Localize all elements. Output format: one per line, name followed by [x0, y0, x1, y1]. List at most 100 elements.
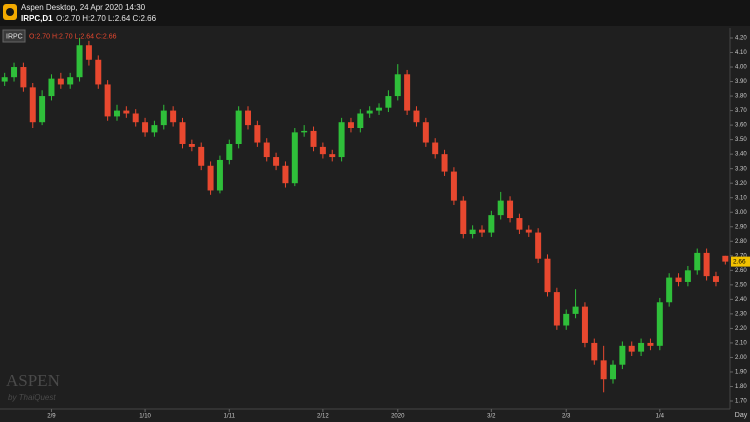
symbol-period: IRPC,D1	[21, 14, 53, 23]
candle-body	[76, 45, 83, 78]
y-tick-label: 3.60	[735, 123, 747, 129]
candle-body	[703, 252, 710, 277]
y-tick-label: 3.90	[735, 79, 747, 85]
candle-body	[48, 78, 55, 97]
candle-body	[610, 364, 617, 380]
candle-body	[376, 107, 383, 111]
candle-body	[198, 146, 205, 166]
x-tick-label: 3/2	[487, 414, 496, 420]
price-tag-label: 2.66	[733, 258, 746, 265]
candle-body	[422, 122, 429, 143]
candle-body	[675, 277, 682, 282]
candle-body	[263, 142, 270, 158]
y-tick-label: 4.20	[735, 36, 747, 42]
y-tick-label: 3.50	[735, 137, 747, 143]
y-tick-label: 1.80	[735, 384, 747, 390]
candle-body	[441, 154, 448, 172]
candle-body	[572, 306, 579, 314]
candle-body	[497, 200, 504, 216]
y-tick-label: 3.70	[735, 108, 747, 114]
candle-body	[619, 345, 626, 365]
candle-body	[39, 96, 46, 123]
candle-body	[712, 276, 719, 282]
candle-body	[216, 159, 223, 191]
candle-body	[694, 252, 701, 271]
candle-body	[245, 110, 252, 126]
candle-body	[291, 132, 298, 184]
price-tag	[731, 256, 750, 267]
candle-body	[85, 45, 92, 60]
y-tick-label: 3.80	[735, 94, 747, 100]
candle-body	[170, 110, 177, 123]
candle-body	[301, 130, 308, 133]
candle-body	[666, 277, 673, 303]
candle-body	[310, 130, 317, 147]
candle-body	[226, 143, 233, 160]
candle-body	[432, 142, 439, 155]
app-icon-dot	[6, 8, 14, 16]
y-tick-label: 3.30	[735, 166, 747, 172]
candle-body	[57, 78, 64, 85]
candle-body	[329, 154, 336, 158]
candle-body	[478, 229, 485, 233]
x-tick-label: 2/3	[562, 414, 571, 420]
chart-ohlc: O:2.70 H:2.70 L:2.64 C:2.66	[29, 33, 117, 40]
candle-body	[20, 67, 27, 88]
candle-body	[160, 110, 167, 126]
x-axis-label: Day	[735, 412, 748, 419]
candle-body	[581, 306, 588, 343]
candle-body	[722, 255, 729, 262]
candle-body	[553, 292, 560, 326]
candle-body	[11, 67, 18, 78]
y-tick-label: 3.00	[735, 210, 747, 216]
candle-body	[104, 84, 111, 117]
candle-body	[1, 77, 8, 82]
y-tick-label: 2.70	[735, 253, 747, 259]
candle-body	[684, 270, 691, 282]
candle-body	[188, 143, 195, 147]
y-tick-label: 2.80	[735, 239, 747, 245]
candle-body	[460, 200, 467, 235]
y-tick-label: 2.60	[735, 268, 747, 274]
candle-body	[647, 342, 654, 346]
candle-body	[488, 215, 495, 233]
x-tick-label: 2/12	[317, 414, 329, 420]
candle-body	[404, 74, 411, 111]
app-title: Aspen Desktop, 24 Apr 2020 14:30	[21, 3, 146, 12]
x-tick-label: 2/9	[47, 414, 56, 420]
y-tick-label: 2.10	[735, 341, 747, 347]
candle-body	[591, 342, 598, 361]
y-tick-label: 1.90	[735, 370, 747, 376]
title-bar	[0, 0, 750, 26]
candle-body	[347, 122, 354, 129]
x-tick-label: 1/11	[224, 414, 236, 420]
candle-body	[179, 122, 186, 144]
candle-body	[254, 125, 261, 143]
y-tick-label: 2.20	[735, 326, 747, 332]
y-tick-label: 3.40	[735, 152, 747, 158]
candle-body	[282, 165, 289, 184]
candle-body	[638, 342, 645, 352]
candle-body	[357, 113, 364, 129]
candle-body	[207, 165, 214, 191]
candle-body	[29, 87, 36, 123]
candle-body	[123, 110, 130, 114]
x-tick-label: 1/10	[139, 414, 151, 420]
candle-body	[366, 110, 373, 114]
candle-body	[600, 360, 607, 380]
x-tick-label: 1/4	[656, 414, 665, 420]
symbol-badge	[2, 29, 26, 43]
candle-body	[385, 96, 392, 108]
y-tick-label: 2.50	[735, 282, 747, 288]
candle-body	[450, 171, 457, 201]
candle-body	[95, 59, 102, 85]
candle-body	[563, 313, 570, 326]
candle-body	[469, 229, 476, 235]
candle-body	[235, 110, 242, 144]
watermark-sub: by ThaiQuest	[8, 393, 56, 402]
candle-body	[113, 110, 120, 117]
candle-body	[132, 113, 139, 123]
candle-body	[338, 122, 345, 158]
y-tick-label: 2.30	[735, 311, 747, 317]
